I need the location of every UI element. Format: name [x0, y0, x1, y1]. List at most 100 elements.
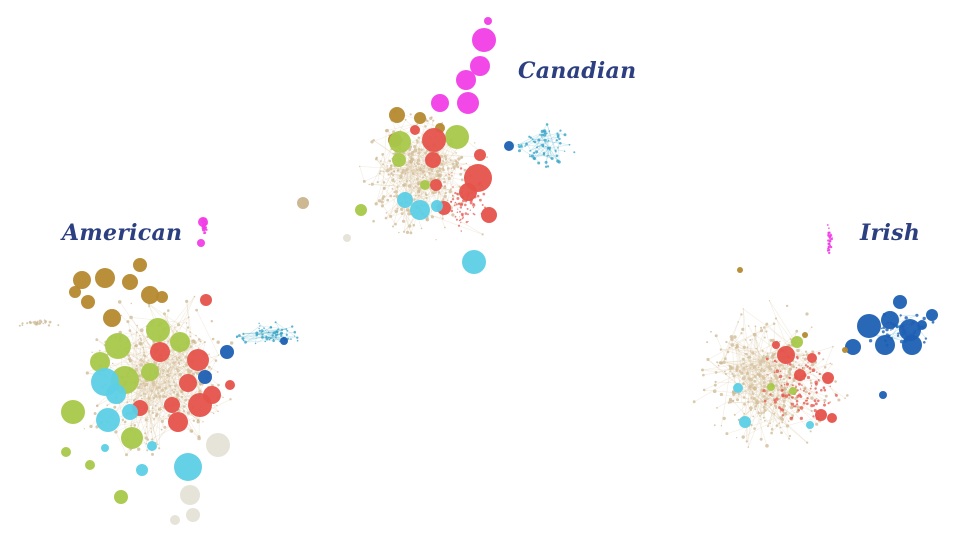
edge: [384, 156, 462, 189]
small-node: [370, 140, 374, 144]
small-node: [151, 411, 154, 414]
red-node: [452, 194, 454, 197]
edge: [766, 331, 790, 439]
blue-node: [881, 311, 899, 329]
edge: [726, 411, 798, 434]
edge: [737, 346, 756, 382]
edge: [418, 142, 423, 161]
small-node: [393, 191, 396, 193]
small-node: [134, 367, 139, 372]
small-node: [178, 372, 182, 377]
small-node: [765, 392, 768, 395]
small-node: [197, 347, 200, 350]
edge: [403, 119, 426, 232]
small-node: [158, 394, 162, 398]
edge: [743, 400, 758, 419]
small-node: [135, 364, 138, 367]
small-node: [753, 379, 757, 383]
small-node: [167, 380, 170, 383]
small-node: [390, 164, 393, 167]
red-node: [811, 368, 816, 373]
small-node: [171, 385, 173, 387]
edge: [90, 296, 195, 427]
small-node: [770, 431, 773, 435]
red-node: [820, 388, 823, 392]
small-node: [416, 177, 419, 181]
small-node: [765, 389, 769, 393]
teal-node: [293, 330, 297, 334]
edge: [549, 144, 570, 149]
small-node: [177, 361, 181, 365]
small-node: [417, 190, 421, 193]
small-node: [157, 363, 160, 366]
small-node: [752, 367, 755, 369]
edge: [747, 357, 759, 375]
red-node: [179, 374, 197, 392]
teal-node: [272, 339, 275, 343]
small-node: [425, 197, 428, 200]
red-node: [775, 369, 780, 373]
blue-node: [890, 329, 892, 331]
edge: [731, 339, 765, 363]
edge: [762, 378, 772, 402]
edge: [112, 361, 144, 364]
small-node: [779, 410, 782, 413]
teal-node: [255, 331, 259, 335]
small-node: [779, 340, 781, 343]
small-node: [765, 330, 768, 333]
teal-node: [555, 139, 558, 142]
cyan-node: [174, 453, 202, 481]
small-node: [744, 339, 747, 341]
blue-node: [923, 341, 926, 344]
small-node: [121, 418, 125, 422]
small-node: [811, 350, 815, 354]
small-node: [420, 196, 422, 198]
edge: [135, 416, 174, 420]
small-node: [197, 338, 201, 341]
small-node: [117, 300, 122, 304]
olive-node: [141, 286, 159, 304]
small-node: [432, 119, 435, 122]
edge: [383, 163, 427, 172]
red-node: [798, 393, 802, 397]
small-node: [767, 425, 769, 428]
teal-node: [548, 146, 552, 150]
teal-node: [533, 140, 537, 144]
small-node: [460, 178, 464, 182]
edge: [753, 363, 831, 399]
small-node: [230, 341, 234, 345]
edge: [404, 184, 410, 187]
small-node: [89, 424, 93, 429]
red-node: [834, 393, 838, 397]
edge: [549, 147, 552, 159]
cyan-node: [739, 416, 751, 428]
small-node: [751, 391, 754, 393]
magenta-node: [831, 236, 833, 238]
red-node: [792, 405, 795, 408]
small-node: [42, 322, 44, 325]
red-node: [823, 402, 826, 404]
edge: [740, 369, 762, 389]
red-node: [786, 382, 789, 386]
edge: [702, 356, 783, 371]
small-node: [783, 382, 785, 384]
edge: [377, 154, 383, 183]
small-node: [297, 197, 309, 209]
red-node: [452, 186, 454, 188]
small-node: [772, 322, 776, 326]
red-node: [469, 209, 471, 211]
edge: [269, 329, 279, 340]
teal-node: [274, 321, 277, 324]
edge: [422, 168, 430, 173]
teal-node: [539, 134, 541, 136]
edge: [442, 163, 454, 202]
small-node: [372, 219, 375, 223]
magenta-node: [828, 251, 831, 255]
small-node: [138, 374, 142, 378]
teal-node: [543, 133, 547, 137]
small-node: [185, 322, 188, 324]
red-node: [788, 376, 790, 379]
small-node: [446, 199, 449, 202]
red-node: [815, 391, 818, 394]
edge: [418, 137, 423, 206]
